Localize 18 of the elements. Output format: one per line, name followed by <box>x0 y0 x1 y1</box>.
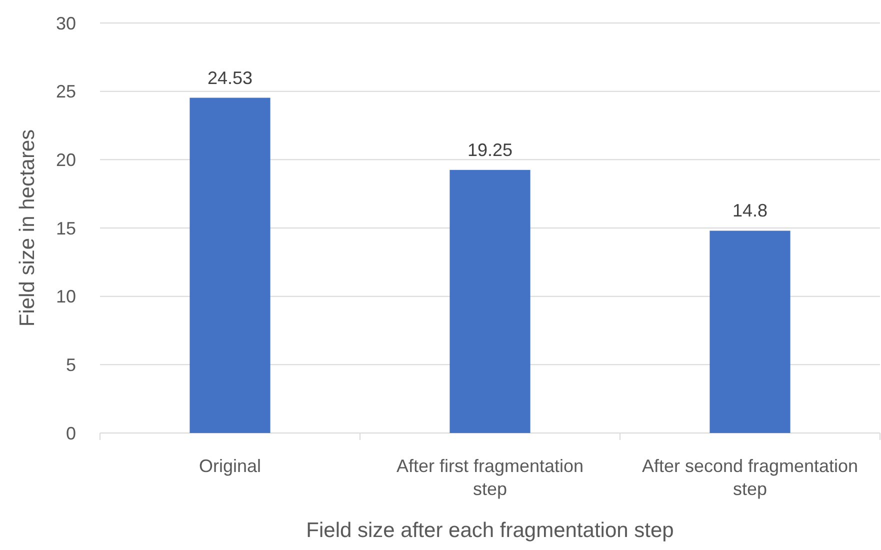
x-tick-label: Original <box>198 456 262 476</box>
data-label: 14.8 <box>732 200 768 221</box>
x-tick-label: After second fragmentation step <box>642 456 858 499</box>
x-axis-title: Field size after each fragmentation step <box>306 519 674 542</box>
y-tick-label: 20 <box>56 150 76 170</box>
bar <box>450 170 530 433</box>
data-label: 19.25 <box>467 140 513 160</box>
y-tick-label: 30 <box>56 13 76 34</box>
y-axis-title: Field size in hectares <box>16 129 39 327</box>
y-tick-label: 5 <box>66 354 76 375</box>
y-tick-label: 15 <box>56 218 76 238</box>
y-tick-label: 0 <box>66 423 76 444</box>
data-label: 24.53 <box>207 68 253 88</box>
bar <box>190 98 270 433</box>
x-tick-label: After first fragmentation step <box>396 456 584 499</box>
y-tick-label: 10 <box>56 286 76 307</box>
bar <box>710 230 790 433</box>
y-tick-label: 25 <box>56 82 76 102</box>
